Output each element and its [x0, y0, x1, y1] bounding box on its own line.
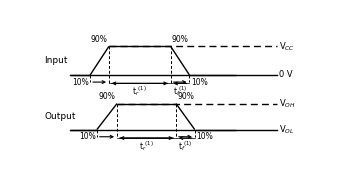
Text: 10%: 10%	[191, 78, 208, 87]
Text: V$_{CC}$: V$_{CC}$	[279, 40, 295, 53]
Text: 10%: 10%	[79, 132, 95, 141]
Text: t$_r$$^{(1)}$: t$_r$$^{(1)}$	[139, 139, 154, 153]
Text: t$_f$$^{(1)}$: t$_f$$^{(1)}$	[173, 84, 187, 98]
Text: 90%: 90%	[91, 35, 108, 44]
Text: 10%: 10%	[196, 132, 213, 141]
Text: 0 V: 0 V	[279, 70, 293, 79]
Text: Output: Output	[45, 112, 76, 121]
Text: V$_{OL}$: V$_{OL}$	[279, 123, 294, 136]
Text: t$_r$$^{(1)}$: t$_r$$^{(1)}$	[133, 84, 147, 98]
Text: 90%: 90%	[177, 92, 194, 101]
Text: 90%: 90%	[172, 35, 189, 44]
Text: V$_{OH}$: V$_{OH}$	[279, 97, 296, 110]
Text: 90%: 90%	[99, 92, 116, 101]
Text: t$_f$$^{(1)}$: t$_f$$^{(1)}$	[178, 139, 193, 153]
Text: 10%: 10%	[72, 78, 89, 87]
Text: Input: Input	[45, 56, 68, 65]
